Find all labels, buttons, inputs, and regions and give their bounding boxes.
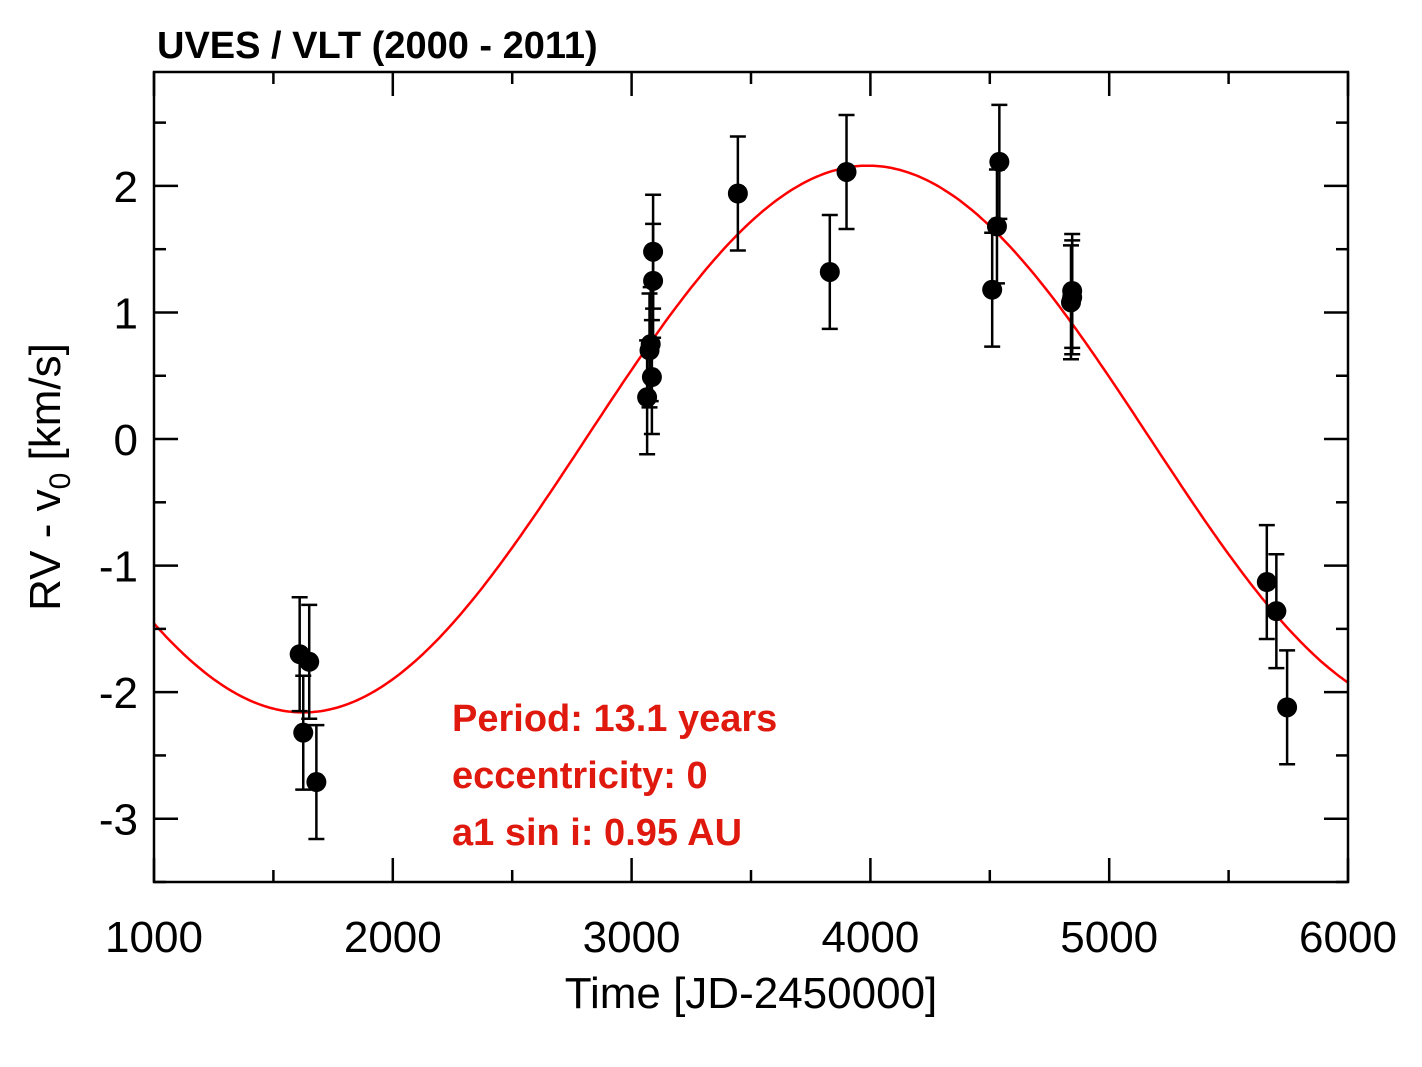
data-point (1256, 523, 1277, 641)
data-point (819, 213, 840, 331)
data-marker (989, 151, 1010, 172)
annotation-eccentricity: eccentricity: 0 (452, 755, 708, 797)
data-marker (1062, 280, 1083, 301)
data-point (989, 103, 1010, 221)
y-axis-label-units: [km/s] (21, 343, 70, 473)
y-tick-label: 2 (114, 163, 138, 212)
data-marker (1266, 601, 1287, 622)
data-marker (299, 651, 320, 672)
data-marker (982, 279, 1003, 300)
y-tick-label: 0 (114, 416, 138, 465)
x-axis-ticks: 1000 2000 3000 4000 5000 6000 (105, 72, 1397, 962)
x-tick-label: 6000 (1299, 913, 1397, 962)
fit-layer (153, 164, 1349, 714)
x-axis-label: Time [JD-2450000] (565, 969, 938, 1018)
y-tick-label: -3 (99, 796, 138, 845)
data-marker (1256, 572, 1277, 593)
data-marker (1277, 697, 1298, 718)
y-axis-ticks: -3 -2 -1 0 1 2 (99, 121, 1348, 884)
data-marker (306, 772, 327, 793)
data-marker (641, 367, 662, 388)
x-tick-label: 3000 (583, 913, 681, 962)
data-marker (293, 722, 314, 743)
annotation-semi-major-axis: a1 sin i: 0.95 AU (452, 812, 742, 854)
plot-frame (152, 70, 1350, 884)
x-tick-label: 2000 (344, 913, 442, 962)
chart-title: UVES / VLT (2000 - 2011) (157, 25, 598, 67)
data-point (306, 723, 327, 841)
annotation-period: Period: 13.1 years (452, 698, 777, 740)
data-points-layer (289, 103, 1298, 841)
data-marker (986, 216, 1007, 237)
data-point (1266, 552, 1287, 670)
y-tick-label: 1 (114, 289, 138, 338)
data-point (293, 674, 314, 791)
y-tick-label: -2 (99, 669, 138, 718)
data-point (643, 193, 664, 310)
x-tick-label: 1000 (105, 913, 203, 962)
y-tick-label: -1 (99, 543, 138, 592)
data-point (1277, 649, 1298, 766)
data-marker (819, 261, 840, 282)
data-marker (643, 241, 664, 262)
data-point (1062, 232, 1083, 350)
data-point (299, 603, 320, 720)
y-axis-label-subscript: 0 (44, 473, 77, 490)
x-tick-label: 4000 (821, 913, 919, 962)
data-point (836, 113, 857, 231)
fit-curve (153, 164, 1349, 714)
y-axis-label: RV - v0 [km/s] (21, 343, 77, 611)
data-point (982, 231, 1003, 348)
x-tick-label: 5000 (1060, 913, 1158, 962)
data-marker (727, 183, 748, 204)
y-axis-label-main: RV - v (21, 489, 70, 610)
data-point (727, 135, 748, 252)
data-marker (637, 387, 658, 408)
data-point (986, 168, 1007, 285)
data-marker (836, 161, 857, 182)
